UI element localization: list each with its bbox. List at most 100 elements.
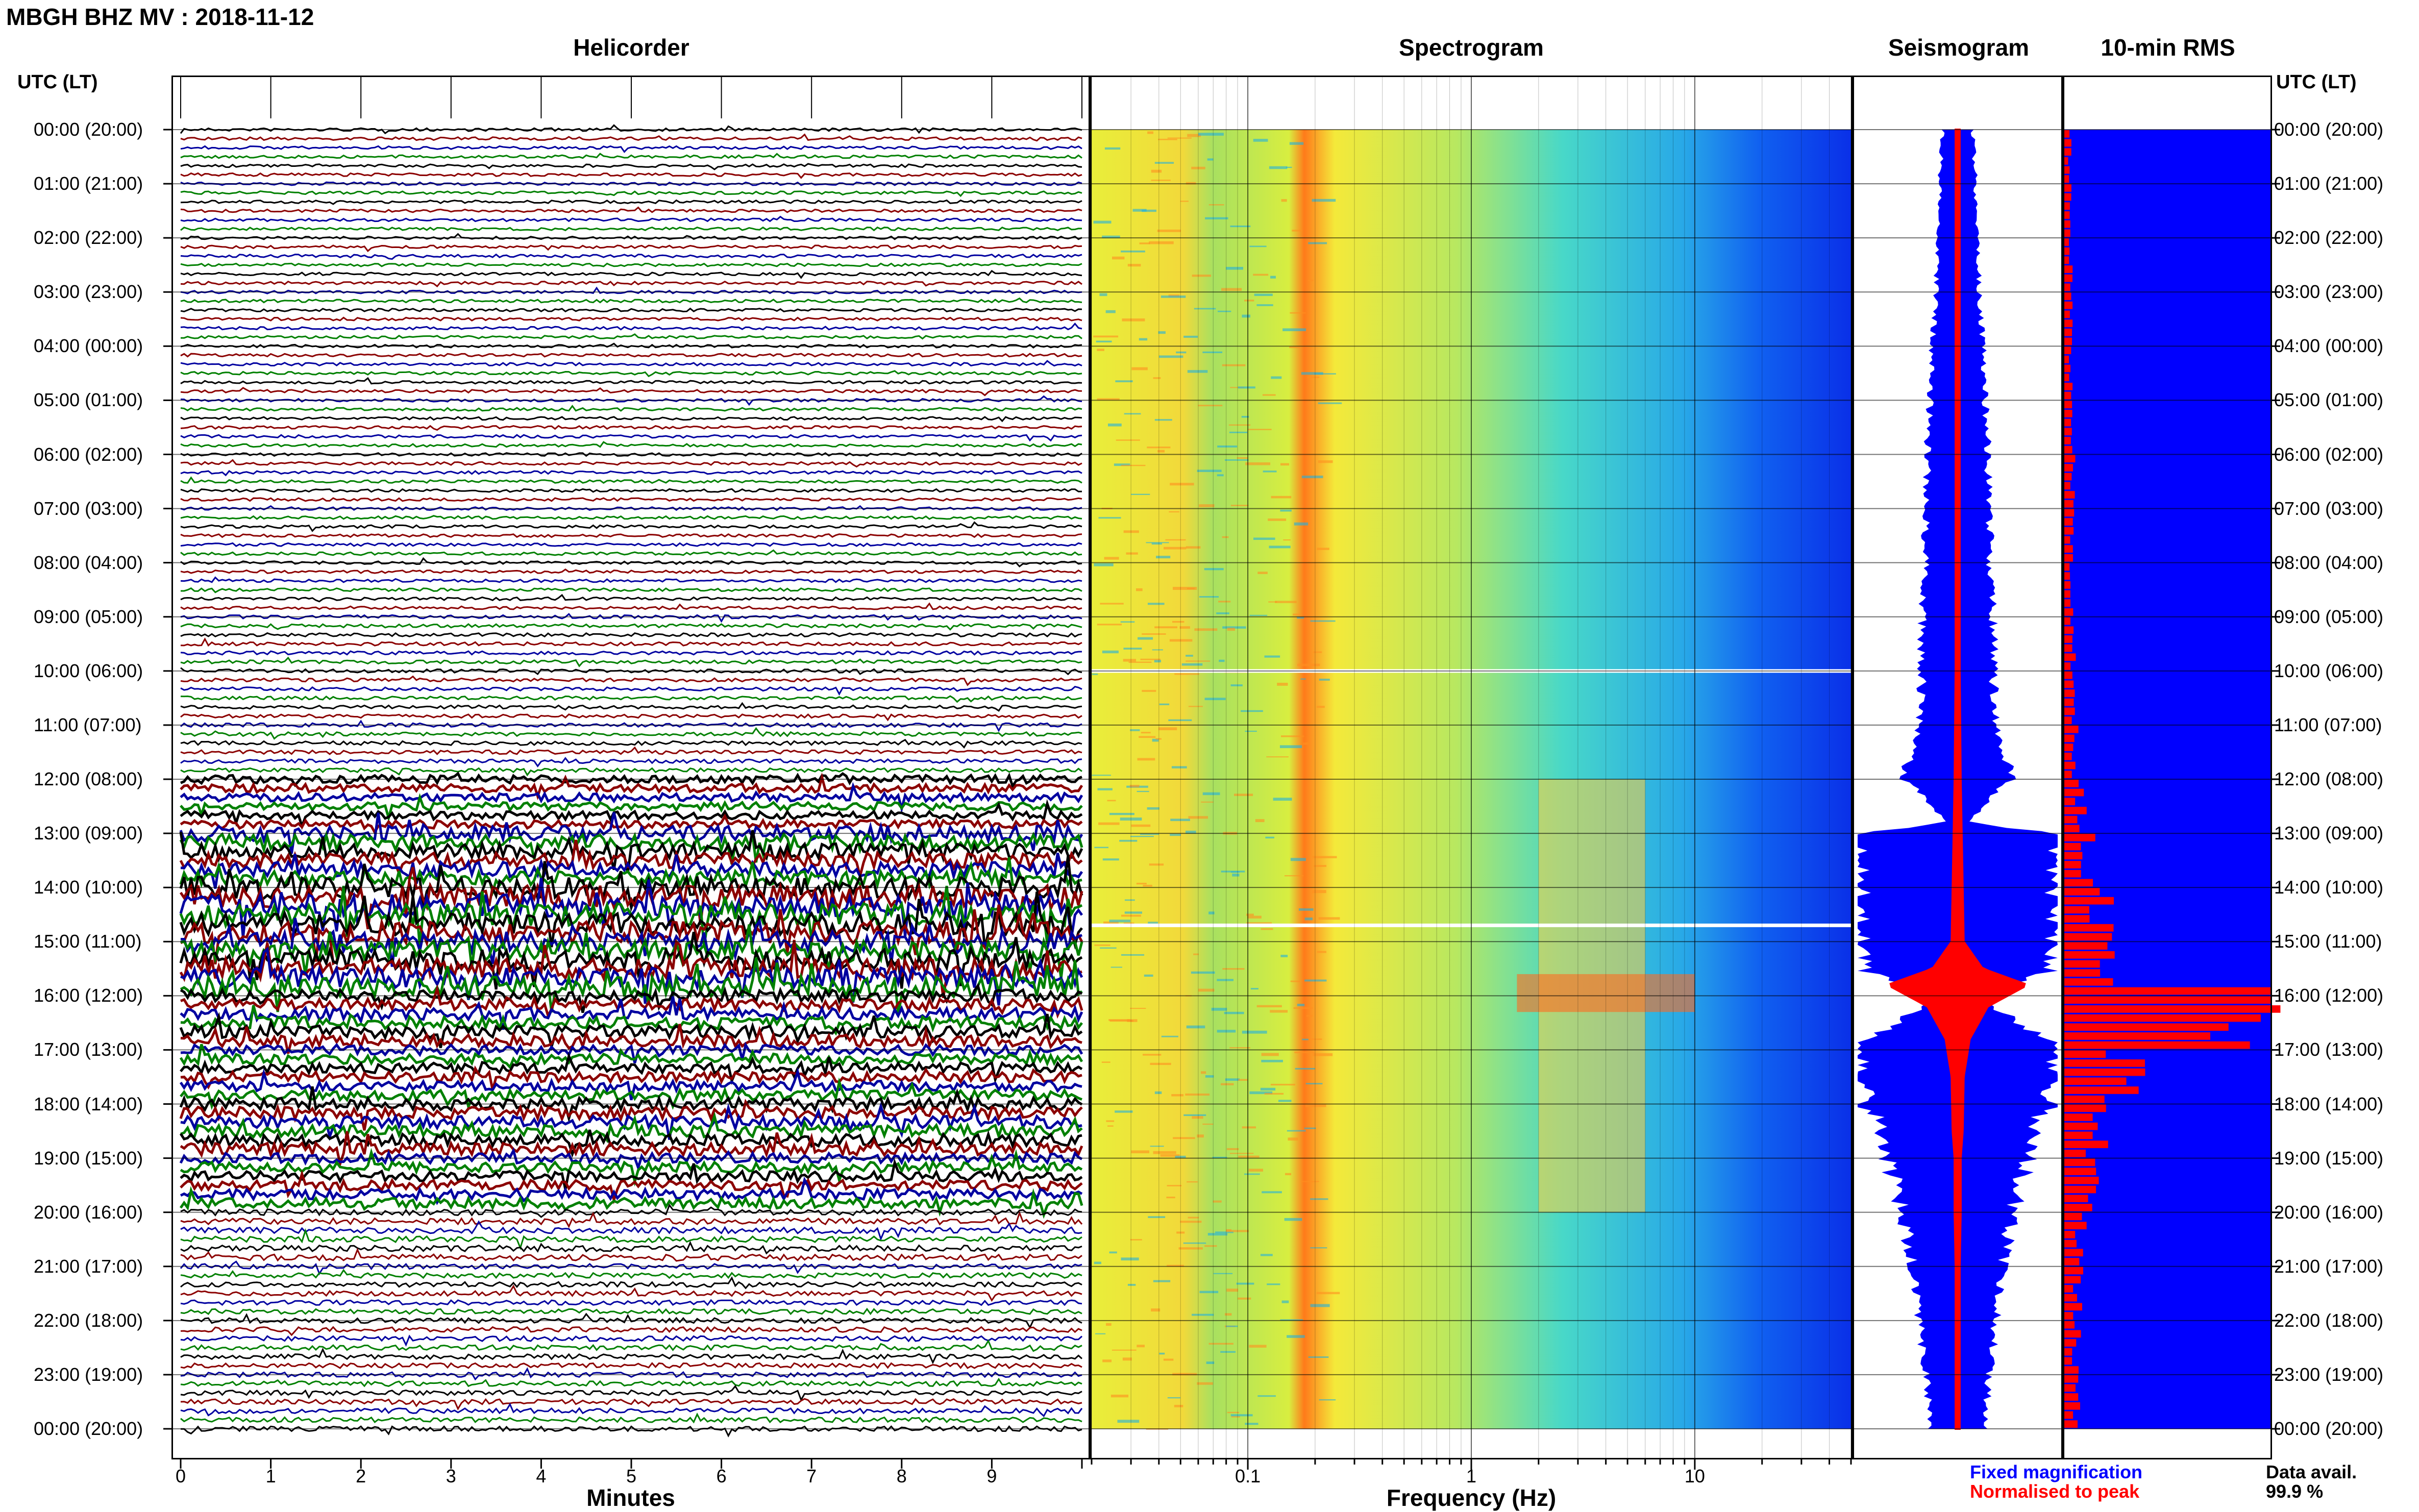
rms-bar: [2064, 815, 2078, 824]
spectrogram-texture: [1126, 552, 1138, 555]
spectrogram-texture: [1097, 788, 1113, 790]
spectrogram-texture: [1207, 1233, 1228, 1236]
spectrogram-texture: [1202, 1123, 1214, 1125]
spectrogram-texture: [1248, 1169, 1264, 1172]
rms-bar: [2064, 139, 2071, 147]
seismogram-panel: [1853, 76, 2063, 1459]
rms-bar: [2064, 581, 2071, 589]
spectrogram-texture: [1226, 1230, 1249, 1232]
spectrogram-texture: [1199, 596, 1219, 598]
spectrogram-texture: [1314, 373, 1336, 375]
spectrogram-texture: [1094, 563, 1114, 566]
rms-bar: [2064, 1249, 2083, 1257]
spectrogram-texture: [1306, 1014, 1313, 1017]
spectrogram-texture: [1255, 819, 1265, 823]
spectrogram-texture: [1264, 1093, 1284, 1095]
helicorder-trace: [180, 667, 1082, 676]
left-time-label: 04:00 (00:00): [34, 335, 143, 357]
rms-bar: [2064, 1212, 2082, 1221]
spectrogram-texture: [1271, 495, 1292, 499]
spectrogram-texture: [1289, 346, 1300, 349]
helicorder-trace: [180, 181, 1082, 186]
spectrogram-texture: [1158, 331, 1166, 334]
rms-bar: [2064, 166, 2070, 174]
spectrogram-texture: [1281, 735, 1304, 737]
spectrogram-texture: [1238, 1297, 1251, 1300]
spectrogram-texture: [1308, 242, 1327, 244]
helicorder-trace: [180, 713, 1082, 722]
spectrogram-texture: [1242, 1126, 1256, 1129]
spectrogram-texture: [1254, 293, 1273, 296]
spectrogram-texture: [1301, 372, 1323, 375]
spectrogram-texture: [1286, 166, 1292, 168]
spectrogram-texture: [1183, 335, 1198, 338]
helicorder-trace: [180, 190, 1082, 197]
rms-bar: [2064, 1095, 2105, 1103]
spectrogram-texture: [1263, 470, 1277, 473]
spectrogram-texture: [1289, 142, 1304, 145]
spectrogram-texture: [1186, 660, 1211, 662]
spectrogram-texture: [1236, 1282, 1254, 1285]
rms-bar: [2064, 1240, 2077, 1248]
spectrogram-x-axis-label: Frequency (Hz): [1386, 1484, 1557, 1511]
spectrogram-texture: [1131, 367, 1148, 370]
spectrogram-texture: [1187, 1181, 1198, 1183]
rms-bar: [2064, 301, 2073, 309]
right-time-label: 12:00 (08:00): [2274, 769, 2384, 789]
spectrogram-texture: [1261, 1059, 1283, 1062]
spectrogram-texture: [1094, 847, 1109, 849]
spectrogram-texture: [1176, 351, 1187, 354]
spectrogram-texture: [1197, 1134, 1204, 1138]
data-availability-label: Data avail.: [2266, 1461, 2357, 1482]
rms-bar: [2064, 915, 2090, 923]
spectrogram-texture: [1217, 445, 1238, 448]
rms-bar: [2064, 337, 2072, 345]
rms-bar: [2064, 1203, 2092, 1211]
spectrogram-texture: [1231, 1416, 1240, 1418]
rms-bar: [2064, 1231, 2076, 1238]
spectrogram-texture: [1110, 966, 1122, 968]
helicorder-trace: [180, 322, 1082, 331]
helicorder-trace: [179, 857, 1082, 897]
rms-bar: [2064, 1050, 2106, 1058]
rms-bar: [2064, 148, 2071, 156]
rms-bar: [2064, 1005, 2281, 1013]
spectrogram-texture: [1319, 678, 1330, 681]
spectrogram-texture: [1152, 738, 1159, 742]
spectrogram-texture: [1270, 276, 1276, 279]
spectrogram-texture: [1241, 710, 1263, 712]
spectrogram-texture: [1294, 1051, 1315, 1053]
rms-bar: [2064, 1375, 2079, 1383]
helicorder-trace: [180, 459, 1082, 468]
helicorder-trace: [180, 307, 1082, 313]
spectrogram-texture: [1124, 413, 1141, 415]
rms-bar: [2064, 1312, 2074, 1320]
helicorder-trace: [179, 938, 1082, 998]
spectrogram-texture: [1194, 308, 1216, 310]
rms-bar: [2064, 1176, 2099, 1184]
helicorder-trace: [180, 1334, 1083, 1347]
rms-bar: [2064, 554, 2073, 562]
spectrogram-texture: [1199, 504, 1215, 507]
spectrogram-texture: [1218, 310, 1231, 312]
spectrogram-texture: [1158, 138, 1177, 140]
helicorder-trace: [180, 145, 1082, 153]
spectrogram-texture: [1238, 386, 1255, 389]
spectrogram-texture: [1122, 318, 1145, 321]
spectrogram-texture: [1156, 556, 1171, 559]
rms-bar: [2064, 1041, 2250, 1049]
helicorder-trace: [180, 675, 1082, 686]
spectrogram-texture: [1157, 450, 1165, 453]
spectrogram-texture: [1227, 628, 1236, 631]
helicorder-trace: [180, 370, 1082, 378]
spectrogram-texture: [1318, 460, 1333, 463]
spectrogram-title: Spectrogram: [1399, 34, 1544, 61]
spectrogram-texture: [1140, 833, 1159, 835]
spectrogram-texture: [1102, 650, 1119, 654]
rms-bar: [2064, 238, 2069, 246]
spectrogram-texture: [1109, 1251, 1117, 1254]
spectrogram-texture: [1287, 1130, 1306, 1132]
spectrogram-texture: [1269, 166, 1288, 169]
helicorder-trace: [180, 757, 1082, 767]
rms-bar: [2064, 1077, 2127, 1085]
